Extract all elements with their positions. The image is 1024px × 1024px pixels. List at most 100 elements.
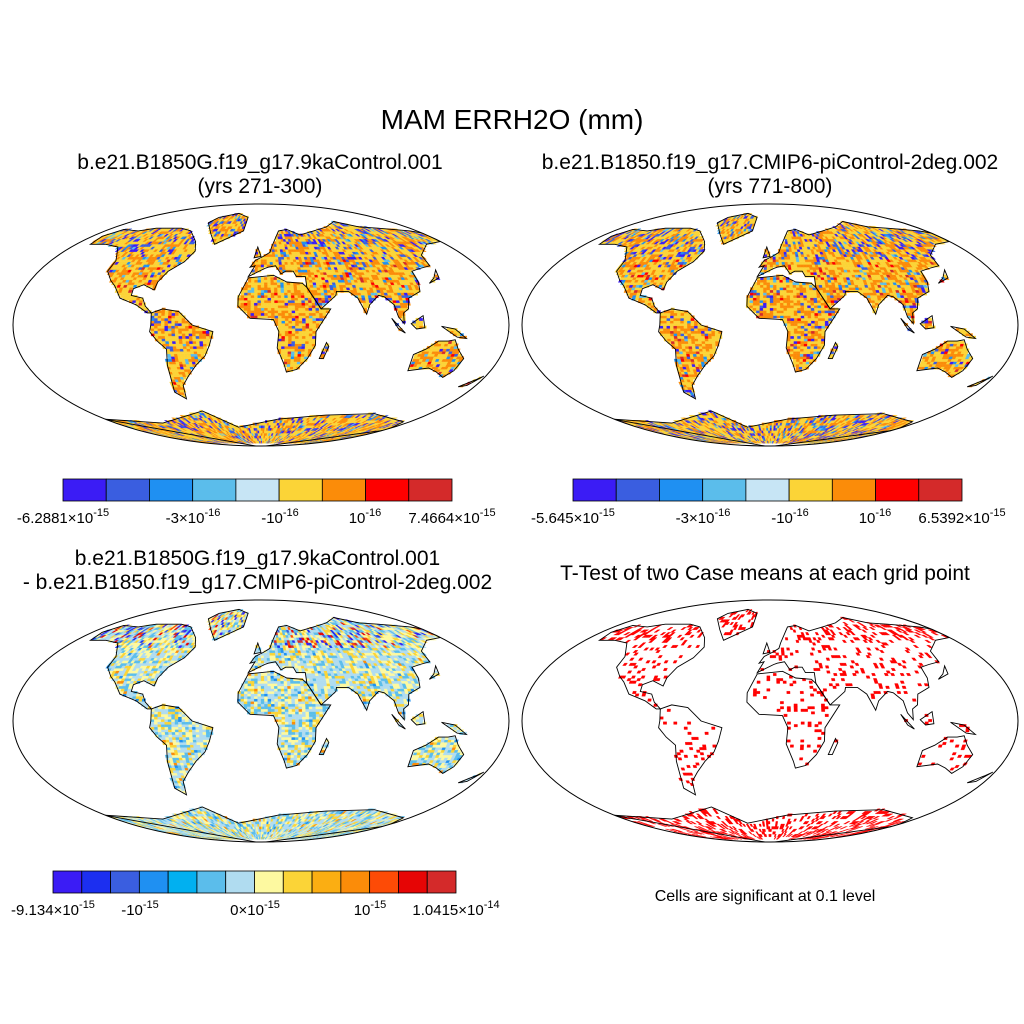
grid-cell: [273, 277, 278, 280]
grid-cell: [304, 353, 309, 357]
grid-cell: [273, 287, 278, 291]
grid-cell: [419, 317, 423, 321]
grid-cell: [267, 315, 272, 319]
grid-cell: [243, 305, 248, 309]
grid-cell: [294, 353, 298, 357]
grid-cell: [316, 289, 321, 293]
grid-cell: [291, 302, 296, 306]
grid-cell: [195, 333, 200, 337]
grid-cell: [322, 310, 327, 314]
grid-cell: [240, 302, 245, 306]
grid-cell: [267, 295, 272, 298]
grid-cell: [319, 287, 324, 291]
grid-cell: [175, 340, 180, 344]
grid-cell: [297, 356, 302, 360]
grid-cell: [308, 338, 313, 342]
grid-cell: [305, 317, 310, 321]
grid-cell: [320, 289, 325, 293]
grid-cell: [193, 351, 198, 355]
grid-cell: [295, 333, 299, 337]
grid-cell: [257, 315, 262, 319]
grid-cell: [768, 438, 771, 441]
grid-cell: [167, 317, 172, 321]
grid-cell: [267, 305, 272, 309]
grid-cell: [154, 325, 158, 329]
grid-cell: [288, 305, 292, 309]
grid-cell: [315, 317, 320, 321]
grid-cell: [288, 315, 293, 319]
grid-cell: [321, 300, 326, 303]
grid-cell: [295, 272, 299, 275]
grid-cells: [599, 213, 992, 444]
grid-cell: [264, 295, 268, 298]
grid-cell: [281, 333, 286, 337]
grid-cell: [290, 287, 295, 291]
grid-cell: [188, 328, 193, 332]
grid-cell: [244, 292, 248, 296]
grid-cell: [203, 346, 208, 349]
grid-cell: [360, 292, 365, 296]
grid-cell: [281, 310, 286, 314]
grid-cell: [291, 320, 296, 324]
grid-cell: [161, 338, 166, 342]
grid-cell: [271, 305, 275, 309]
grid-cell: [274, 292, 278, 296]
grid-cell: [160, 320, 165, 324]
grid-cell: [298, 315, 303, 319]
grid-cell: [300, 295, 305, 298]
grid-cell: [175, 343, 180, 347]
grid-cell: [277, 302, 282, 306]
grid-cell: [298, 338, 303, 342]
grid-cell: [259, 427, 262, 431]
grid-cell: [250, 305, 255, 309]
grid-cell: [286, 282, 291, 286]
grid-cell: [164, 320, 169, 324]
grid-cell: [167, 320, 172, 324]
grid-cell: [291, 312, 296, 316]
grid-cell: [154, 330, 159, 334]
grid-cell: [297, 289, 302, 293]
grid-cell: [170, 356, 176, 360]
grid-cell: [251, 282, 255, 286]
grid-cell: [181, 328, 186, 332]
grid-cell: [250, 287, 255, 291]
grid-cell: [294, 343, 299, 347]
grid-cell: [290, 351, 295, 355]
grid-cell: [254, 292, 258, 296]
grid-cell: [288, 333, 293, 337]
grid-cell: [178, 340, 183, 344]
grid-cell: [288, 266, 292, 270]
grid-cell: [257, 295, 262, 298]
grid-cell: [397, 310, 402, 314]
grid-cell: [251, 284, 255, 288]
grid-cell: [271, 251, 276, 255]
grid-cell: [318, 310, 323, 314]
grid-cell: [193, 348, 198, 352]
grid-cell: [266, 261, 271, 265]
grid-cell: [251, 279, 255, 283]
grid-cell: [138, 302, 143, 306]
grid-cell: [267, 277, 271, 280]
grid-cell: [296, 361, 301, 365]
grid-cell: [274, 300, 279, 303]
grid-cell: [165, 338, 169, 342]
grid-cell: [291, 346, 296, 349]
grid-cell: [264, 292, 268, 296]
grid-cell: [288, 338, 292, 342]
grid-cell: [279, 266, 283, 270]
grid-cell: [166, 351, 171, 355]
grid-cell: [164, 312, 169, 316]
grid-cell: [258, 425, 262, 429]
grid-cell: [277, 287, 281, 291]
grid-cell: [259, 432, 262, 436]
grid-cell: [304, 346, 309, 349]
grid-cell: [300, 356, 305, 360]
grid-cell: [197, 353, 202, 357]
grid-cell: [284, 351, 289, 355]
grid-cell: [288, 312, 293, 316]
grid-cell: [174, 317, 179, 321]
grid-cell: [181, 330, 186, 334]
grid-cell: [287, 300, 292, 303]
grid-cell: [254, 287, 258, 291]
grid-cell: [169, 348, 174, 352]
